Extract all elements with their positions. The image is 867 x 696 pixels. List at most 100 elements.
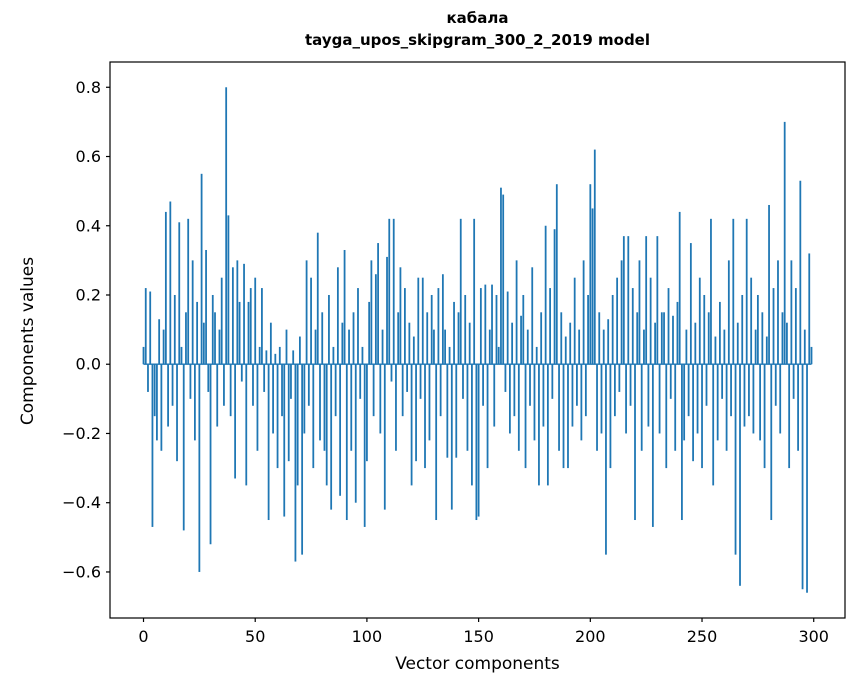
bar <box>287 364 290 462</box>
bar <box>180 346 183 365</box>
bar <box>419 364 422 399</box>
bar <box>584 364 587 417</box>
bar <box>676 301 679 365</box>
bar <box>569 322 572 365</box>
bar <box>520 315 522 365</box>
bar <box>372 364 375 417</box>
bar <box>350 364 353 451</box>
bar <box>607 319 610 365</box>
bar <box>685 329 688 365</box>
bar <box>312 364 315 469</box>
bar <box>448 346 451 365</box>
bar <box>667 288 670 365</box>
bar <box>799 180 802 365</box>
bar <box>786 322 788 365</box>
bar <box>202 322 205 365</box>
bar <box>531 267 534 365</box>
bar <box>191 260 194 365</box>
bar <box>734 364 737 555</box>
bar <box>245 364 248 486</box>
bar <box>303 364 306 434</box>
bar <box>196 301 199 365</box>
bar <box>439 364 442 417</box>
bar <box>754 329 757 365</box>
bar <box>437 288 440 365</box>
bar <box>669 364 672 399</box>
bar <box>299 336 301 365</box>
bar <box>167 364 169 427</box>
bar <box>301 364 304 555</box>
bar <box>435 364 438 521</box>
bar <box>538 364 540 486</box>
bar <box>752 364 755 434</box>
bar <box>654 322 656 365</box>
bar <box>462 364 464 399</box>
y-tick-label: −0.4 <box>62 493 101 512</box>
bar <box>397 312 400 365</box>
bar <box>343 249 346 365</box>
bar <box>495 294 498 365</box>
x-tick-label: 0 <box>138 627 148 646</box>
bar <box>158 319 161 365</box>
bar <box>243 263 245 365</box>
bar <box>424 364 426 469</box>
bar <box>258 346 261 365</box>
bar <box>558 364 560 451</box>
bar <box>278 346 281 365</box>
bar <box>455 364 458 458</box>
bar <box>209 364 212 545</box>
bar <box>341 322 344 365</box>
bar <box>457 312 460 365</box>
bar <box>314 329 317 365</box>
bar <box>231 267 234 365</box>
bar <box>254 277 257 365</box>
bar <box>417 277 420 365</box>
bar <box>719 301 721 365</box>
bar <box>156 364 158 441</box>
bar <box>636 312 639 365</box>
bar <box>147 364 149 392</box>
bar <box>522 294 525 365</box>
bar <box>471 364 473 486</box>
bar <box>421 277 424 365</box>
bar <box>618 364 621 392</box>
bar <box>473 218 476 365</box>
bar <box>509 364 511 434</box>
bar <box>491 284 493 365</box>
bar <box>408 322 411 365</box>
bar <box>220 277 223 365</box>
bar <box>426 312 429 365</box>
bar <box>381 329 384 365</box>
bar <box>625 364 627 434</box>
bar <box>502 194 505 365</box>
bar <box>634 364 636 521</box>
bar <box>614 364 616 417</box>
bar <box>542 364 545 427</box>
bar <box>689 243 692 365</box>
bar <box>276 364 279 469</box>
bar <box>388 218 391 365</box>
bar <box>770 364 773 521</box>
bar <box>307 364 310 406</box>
bar <box>336 267 339 365</box>
bar <box>178 222 181 365</box>
bar <box>555 184 558 365</box>
bar <box>334 364 337 417</box>
bar <box>515 260 518 365</box>
bar <box>772 288 775 365</box>
bar <box>444 329 446 365</box>
bar <box>395 364 397 451</box>
bar <box>721 364 724 399</box>
bar <box>792 364 795 399</box>
bar <box>292 350 295 365</box>
bar <box>707 312 710 365</box>
bar <box>589 184 592 365</box>
bar <box>321 312 324 365</box>
bar <box>404 288 406 365</box>
bars <box>142 87 813 593</box>
bar <box>730 364 732 417</box>
bar <box>345 364 348 521</box>
bar <box>214 312 216 365</box>
bar <box>513 364 516 417</box>
